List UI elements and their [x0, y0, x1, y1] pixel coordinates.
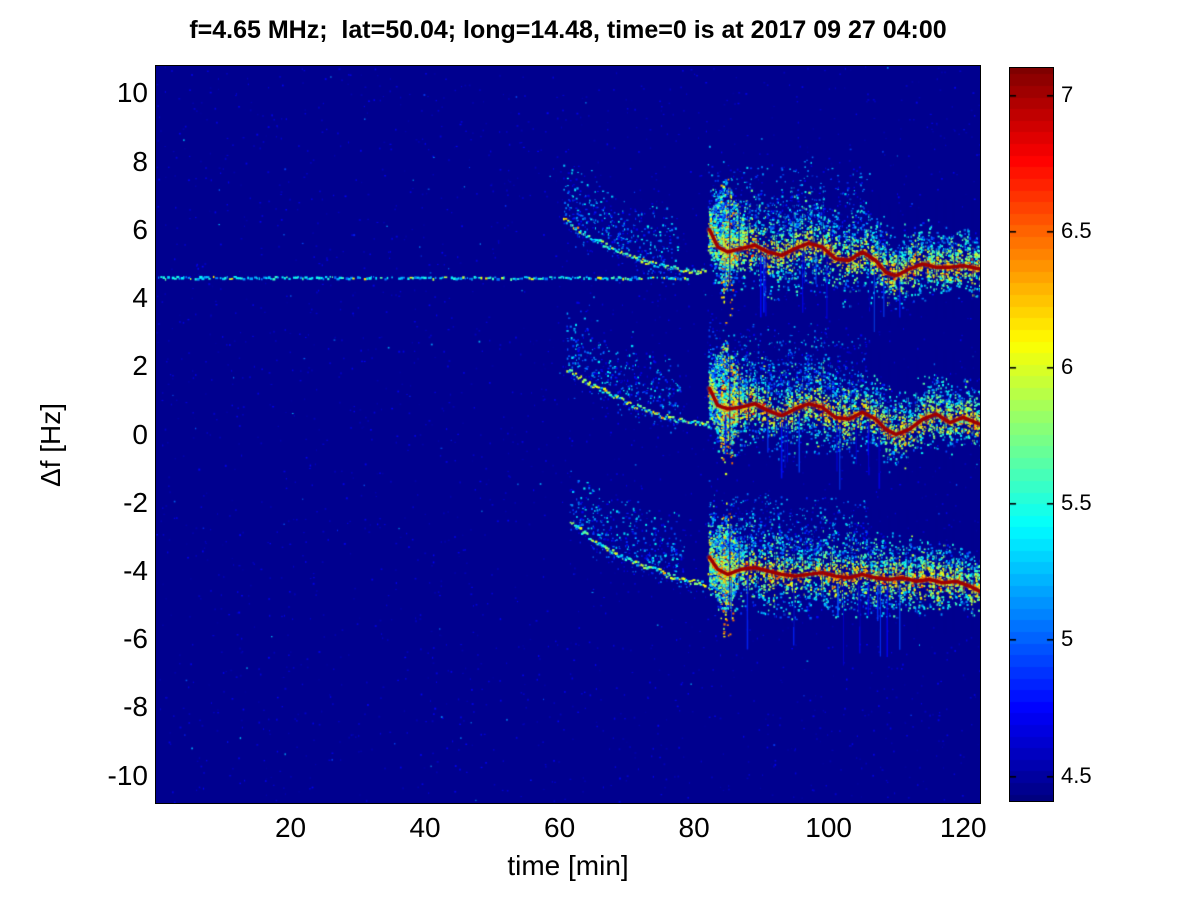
colorbar-tick-label: 6.5 — [1061, 218, 1092, 244]
y-tick-label: 2 — [132, 350, 148, 382]
x-tick-label: 60 — [544, 812, 576, 843]
y-tick-label: 0 — [132, 418, 148, 450]
colorbar-tick-label: 5.5 — [1061, 490, 1092, 516]
y-tick-label: -8 — [123, 691, 148, 723]
spectrogram-canvas — [156, 66, 980, 803]
y-tick-label: 8 — [132, 145, 148, 177]
x-tick-label: 100 — [805, 812, 852, 843]
x-axis-label: time [min] — [507, 850, 629, 881]
y-axis-label: Δf [Hz] — [35, 402, 66, 488]
y-tick-label: 6 — [132, 213, 148, 245]
y-tick-label: -6 — [123, 623, 148, 655]
y-tick-label: -2 — [123, 486, 148, 518]
colorbar-canvas — [1010, 68, 1053, 801]
chart-title: f=4.65 MHz; lat=50.04; long=14.48, time=… — [189, 16, 947, 44]
colorbar-tick-label: 6 — [1061, 354, 1074, 380]
y-tick-label: 10 — [116, 77, 148, 109]
y-tick-label: -10 — [107, 759, 148, 791]
plot-area — [155, 65, 981, 804]
x-tick-label: 40 — [409, 812, 441, 843]
colorbar — [1009, 67, 1054, 802]
y-tick-label: 4 — [132, 282, 148, 314]
colorbar-tick-label: 4.5 — [1061, 762, 1092, 788]
colorbar-tick-label: 5 — [1061, 626, 1074, 652]
x-tick-label: 20 — [274, 812, 307, 843]
x-tick-label: 120 — [939, 812, 987, 843]
x-tick-label: 80 — [678, 812, 710, 843]
y-tick-label: -4 — [123, 554, 148, 586]
colorbar-tick-label: 7 — [1061, 82, 1074, 108]
